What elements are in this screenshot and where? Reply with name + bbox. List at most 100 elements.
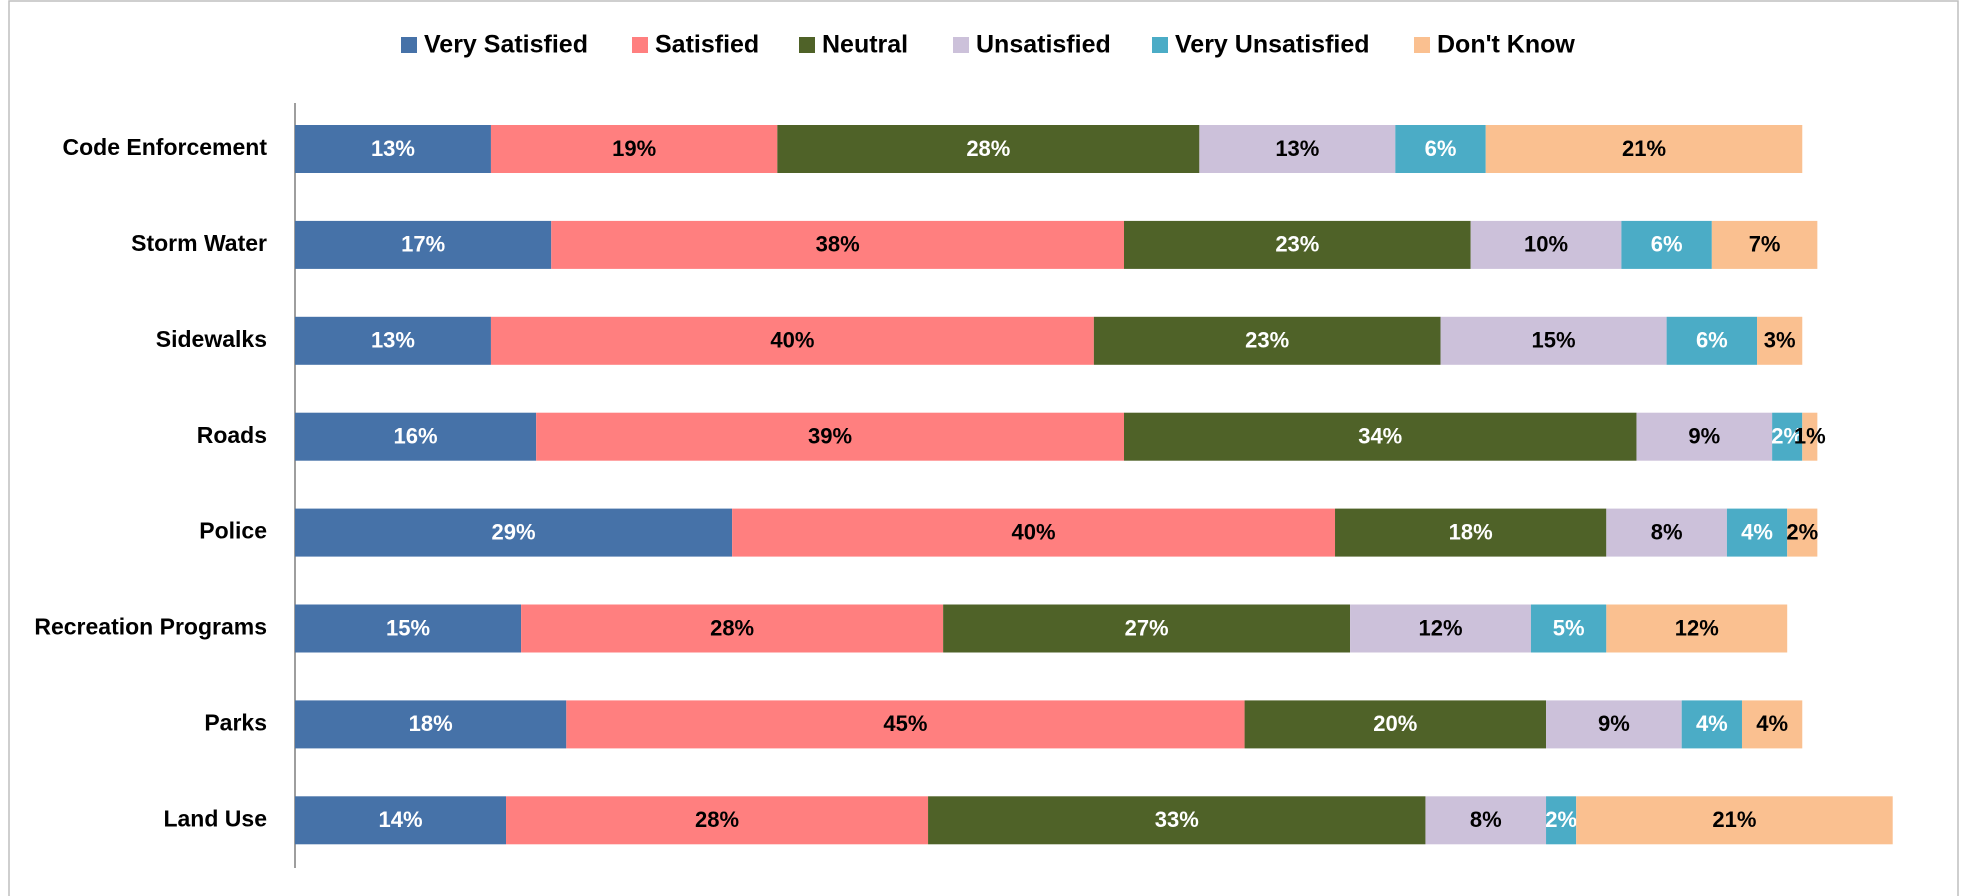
data-label: 15% [1532,328,1576,353]
bar-segment [1606,604,1788,653]
bar-segment [1757,316,1803,365]
bar-segment [1093,316,1441,365]
bar-segment [1726,508,1788,557]
bar-segment [1530,604,1607,653]
data-label: 34% [1358,424,1402,449]
bar-segment [295,796,507,845]
bar-segment [1546,700,1682,749]
legend-swatch [632,37,648,53]
data-label: 28% [695,807,739,832]
legend-label: Very Satisfied [424,31,588,59]
bar-segment [777,125,1200,173]
bar-segment [566,700,1245,749]
data-label: 5% [1553,615,1585,640]
data-label: 12% [1419,615,1463,640]
data-label: 27% [1125,615,1169,640]
y-tick-label: Storm Water [131,230,267,256]
legend-label: Very Unsatisfied [1175,31,1370,59]
data-label: 12% [1675,615,1719,640]
data-label: 6% [1651,232,1683,257]
data-label: 7% [1749,232,1781,257]
data-label: 29% [492,519,536,544]
data-label: 4% [1696,711,1728,736]
bar-segment [1244,700,1547,749]
bar-segment [1546,796,1577,845]
bar-segment [1772,412,1803,461]
bar-segment [1350,604,1531,653]
data-label: 3% [1764,328,1796,353]
bar-segment [490,125,778,173]
bar-segment [490,316,1094,365]
bar-segment [521,604,944,653]
bar-segment [1485,125,1803,173]
legend-swatch [799,37,815,53]
data-label: 33% [1155,807,1199,832]
chart-frame [8,0,1959,896]
bar-segment [295,316,491,365]
bar-segment [1636,412,1773,461]
bar-segment [506,796,929,845]
data-label: 1% [1794,424,1826,449]
y-tick-label: Recreation Programs [34,614,267,640]
y-tick-label: Police [199,518,267,544]
bar-segment [1741,700,1803,749]
legend-label: Satisfied [655,31,759,59]
bar-segment [295,604,522,653]
data-label: 13% [371,328,415,353]
data-label: 13% [1275,136,1319,161]
data-label: 18% [1449,519,1493,544]
legend-label: Don't Know [1437,31,1575,59]
data-label: 14% [378,807,422,832]
legend-swatch [1414,37,1430,53]
bar-segment [1425,796,1547,845]
legend-label: Neutral [822,31,908,59]
bar-segment [1666,316,1758,365]
data-label: 2% [1771,424,1803,449]
data-label: 8% [1470,807,1502,832]
bar-segment [536,412,1124,461]
bar-segment [1576,796,1893,845]
data-label: 15% [386,615,430,640]
bar-segment [1124,412,1637,461]
data-label: 17% [401,232,445,257]
bar-segment [928,796,1426,845]
bar-segment [1711,220,1818,269]
y-tick-label: Land Use [163,805,267,831]
data-label: 28% [710,615,754,640]
data-label: 21% [1712,807,1756,832]
bar-segment [1606,508,1727,557]
bar-segment [1621,220,1712,269]
legend-swatch [953,37,969,53]
data-label: 2% [1545,807,1577,832]
data-label: 10% [1524,232,1568,257]
bar-segment [1335,508,1607,557]
legend-swatch [1152,37,1168,53]
data-label: 18% [409,711,453,736]
y-tick-label: Code Enforcement [63,134,268,160]
y-tick-label: Parks [204,709,267,735]
y-tick-label: Roads [197,422,267,448]
bar-segment [1787,508,1818,557]
y-tick-label: Sidewalks [156,326,267,352]
data-label: 40% [1012,519,1056,544]
data-label: 20% [1373,711,1417,736]
data-label: 13% [371,136,415,161]
data-label: 23% [1275,232,1319,257]
data-label: 39% [808,424,852,449]
data-label: 6% [1425,136,1457,161]
data-label: 28% [966,136,1010,161]
data-label: 6% [1696,328,1728,353]
data-label: 40% [770,328,814,353]
bar-segment [1470,220,1622,269]
data-label: 4% [1741,519,1773,544]
bar-segment [1440,316,1667,365]
bar-segment [295,508,733,557]
bar-segment [732,508,1336,557]
bar-segment [295,220,552,269]
data-label: 38% [816,232,860,257]
bar-segment [1199,125,1396,173]
data-label: 45% [883,711,927,736]
bar-segment [1124,220,1471,269]
bar-segment [295,412,537,461]
